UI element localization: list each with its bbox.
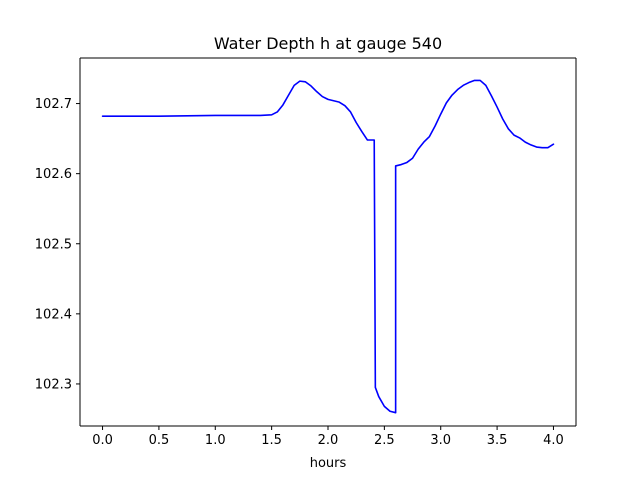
y-tick-label: 102.7: [35, 97, 72, 112]
x-tick-label: 0.5: [149, 433, 170, 448]
x-axis-label: hours: [310, 456, 347, 471]
x-tick-label: 4.0: [543, 433, 564, 448]
x-tick-label: 1.0: [205, 433, 226, 448]
x-ticks: 0.0 0.5 1.0 1.5 2.0 2.5 3.0 3.5 4.0: [92, 426, 564, 448]
x-tick-label: 3.0: [430, 433, 451, 448]
y-ticks: 102.3 102.4 102.5 102.6 102.7: [35, 97, 80, 392]
chart-title: Water Depth h at gauge 540: [214, 34, 442, 53]
x-tick-label: 1.5: [261, 433, 282, 448]
y-tick-label: 102.3: [35, 377, 72, 392]
x-tick-label: 3.5: [487, 433, 508, 448]
x-tick-label: 2.5: [374, 433, 395, 448]
series-line-0: [101, 79, 555, 414]
y-tick-label: 102.5: [35, 237, 72, 252]
series-layer: [101, 79, 555, 414]
x-tick-label: 0.0: [92, 433, 113, 448]
y-tick-label: 102.4: [35, 307, 72, 322]
x-tick-label: 2.0: [318, 433, 339, 448]
y-tick-label: 102.6: [35, 167, 72, 182]
plot-area: [80, 58, 576, 426]
